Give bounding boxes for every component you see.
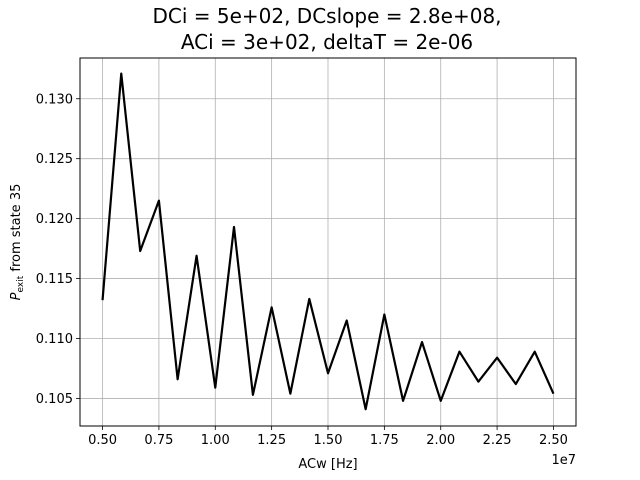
chart-title-line-1: DCi = 5e+02, DCslope = 2.8e+08, <box>152 4 501 28</box>
y-axis-label-subscript: exit <box>16 275 26 292</box>
y-tick-label: 0.120 <box>36 212 73 227</box>
series-layer <box>101 72 555 411</box>
y-tick-label: 0.115 <box>36 272 73 287</box>
y-tick-label: 0.110 <box>36 332 73 347</box>
x-tick-label: 0.50 <box>88 433 117 448</box>
series-line <box>101 72 555 411</box>
x-tick-label: 2.25 <box>483 433 512 448</box>
y-axis-label: Pexit from state 35 <box>9 184 26 301</box>
chart-title-line-2: ACi = 3e+02, deltaT = 2e-06 <box>181 30 473 54</box>
x-axis-label: ACw [Hz] <box>298 457 357 472</box>
x-tick-label: 1.00 <box>201 433 230 448</box>
x-tick-label: 0.75 <box>144 433 173 448</box>
y-tick-label: 0.125 <box>36 152 73 167</box>
y-axis-label-rest: from state 35 <box>9 184 24 276</box>
plot-area-frame <box>79 57 577 427</box>
x-tick-label: 2.50 <box>539 433 568 448</box>
grid-lines <box>80 58 576 426</box>
x-tick-label: 1.75 <box>370 433 399 448</box>
x-tick-label: 1.50 <box>314 433 343 448</box>
x-tick-label: 1.25 <box>257 433 286 448</box>
x-tick-label: 2.00 <box>426 433 455 448</box>
y-tick-label: 0.105 <box>36 392 73 407</box>
axis-ticks: 0.50 0.75 1.00 1.25 1.50 1.75 2.00 2.25 2.50 0.10… <box>36 92 568 448</box>
x-axis-offset-label: 1e7 <box>551 453 576 468</box>
y-tick-label: 0.130 <box>36 92 73 107</box>
y-axis-label-main: P <box>9 292 24 300</box>
